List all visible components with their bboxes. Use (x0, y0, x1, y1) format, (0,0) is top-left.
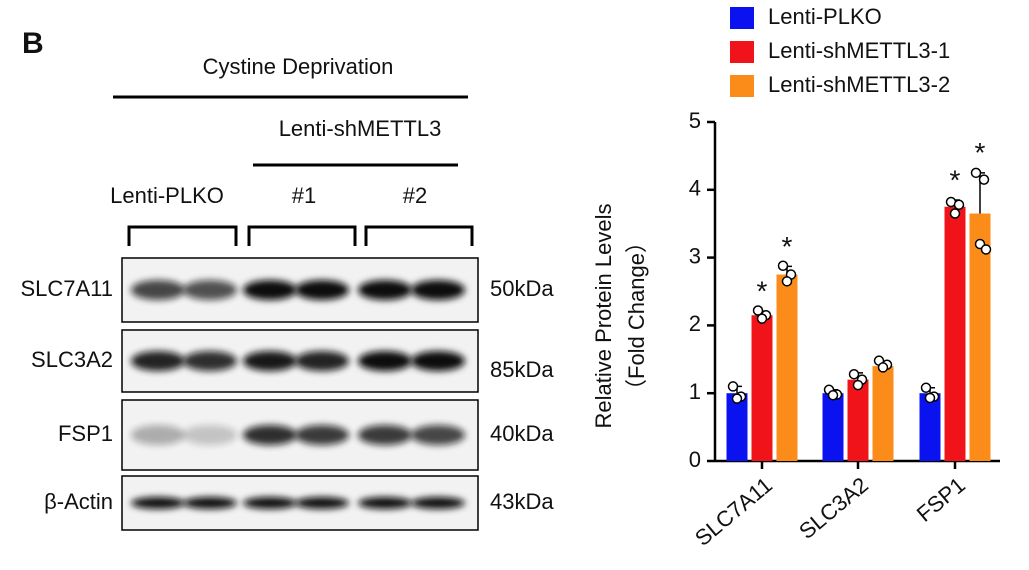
blot-band (183, 497, 237, 509)
data-point (953, 199, 965, 210)
y-axis-label: Relative Protein Levels (591, 203, 616, 428)
x-tick-label: SLC7A11 (690, 472, 777, 551)
bar (872, 366, 894, 461)
protein-label: SLC7A11 (20, 276, 113, 301)
blot-band (411, 280, 465, 300)
data-point (978, 174, 990, 185)
bar (969, 213, 991, 461)
blot-band (295, 280, 349, 300)
protein-label: SLC3A2 (31, 347, 113, 372)
bar (919, 393, 941, 461)
data-point (949, 208, 961, 219)
legend-swatch (730, 41, 754, 63)
bar (751, 315, 773, 461)
legend-swatch (730, 75, 754, 97)
bar (822, 393, 844, 461)
blot-band (295, 497, 349, 509)
data-point (777, 260, 789, 271)
bar (944, 206, 966, 461)
blot-band (183, 351, 237, 371)
blot-band (183, 280, 237, 300)
protein-label: FSP1 (58, 421, 113, 446)
significance: * (950, 164, 961, 195)
group-label: Lenti-shMETTL3 (279, 116, 442, 141)
significance: * (782, 231, 793, 262)
data-point (848, 368, 860, 380)
blot-band (183, 425, 237, 445)
blot-band (131, 497, 185, 509)
data-point (877, 362, 889, 373)
y-tick-label: 1 (689, 379, 701, 404)
blot-band (243, 425, 297, 445)
data-point (756, 313, 768, 324)
blot-band (243, 280, 297, 300)
blot-band (411, 497, 465, 509)
lane-label: Lenti-PLKO (110, 183, 224, 208)
size-label: 43kDa (490, 489, 554, 514)
y-tick-label: 0 (689, 447, 701, 472)
data-point (924, 392, 936, 404)
size-label: 85kDa (490, 357, 554, 382)
size-label: 50kDa (490, 276, 554, 301)
blot-band (358, 280, 412, 300)
blot-band (358, 425, 412, 445)
data-point (920, 382, 932, 394)
data-point (970, 167, 982, 179)
data-point (852, 379, 864, 391)
blot-band (295, 425, 349, 445)
y-tick-label: 4 (689, 176, 701, 201)
protein-label: β-Actin (44, 489, 113, 514)
data-point (727, 381, 739, 392)
data-point (980, 244, 992, 255)
blot-band (243, 351, 297, 371)
significance: * (757, 276, 768, 307)
blot-band (131, 351, 185, 371)
data-point (827, 389, 839, 401)
bar (847, 379, 869, 461)
blot-band (411, 351, 465, 371)
blot-band (243, 497, 297, 509)
size-label: 40kDa (490, 421, 554, 446)
data-point (731, 393, 743, 404)
legend-swatch (730, 7, 754, 29)
lane-label: #1 (292, 183, 316, 208)
y-axis-label: （Fold Change） (624, 231, 649, 401)
bar (776, 274, 798, 461)
x-tick-label: SLC3A2 (794, 472, 873, 544)
blot-band (358, 497, 412, 509)
y-tick-label: 2 (689, 311, 701, 336)
blot-band (295, 351, 349, 371)
blot-band (411, 425, 465, 445)
lane-label: #2 (403, 183, 427, 208)
x-tick-label: FSP1 (912, 472, 970, 527)
blot-band (358, 351, 412, 371)
panel-label: B (22, 27, 44, 60)
blot-band (131, 425, 185, 445)
y-tick-label: 3 (689, 243, 701, 268)
blot-band (131, 280, 185, 300)
significance: * (975, 137, 986, 168)
treatment-label: Cystine Deprivation (203, 54, 394, 79)
data-point (781, 276, 793, 287)
data-point (752, 305, 764, 316)
legend-label: Lenti-shMETTL3-1 (768, 38, 950, 63)
bar (726, 393, 748, 461)
y-tick-label: 5 (689, 108, 701, 133)
legend-label: Lenti-PLKO (768, 4, 882, 29)
legend-label: Lenti-shMETTL3-2 (768, 72, 950, 97)
lane-brackets (127, 225, 474, 246)
